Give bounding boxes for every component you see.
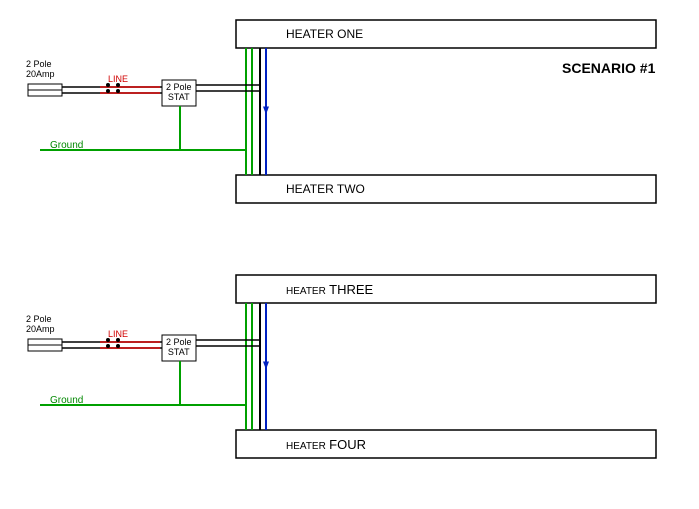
ground-label-2: Ground bbox=[50, 395, 83, 406]
heater-one-label: HEATER ONE bbox=[286, 27, 363, 41]
stat-label-1: 2 PoleSTAT bbox=[166, 83, 192, 103]
line-label-1: LINE bbox=[108, 74, 128, 84]
heater-two-label: HEATER TWO bbox=[286, 182, 365, 196]
line-label-2: LINE bbox=[108, 329, 128, 339]
ground-label-1: Ground bbox=[50, 140, 83, 151]
breaker-label-2: 2 Pole20Amp bbox=[26, 315, 55, 335]
heater-four-label: HEATER FOUR bbox=[286, 437, 366, 452]
scenario-label: SCENARIO #1 bbox=[562, 60, 655, 76]
stat-label-2: 2 PoleSTAT bbox=[166, 338, 192, 358]
heater-three-label: HEATER THREE bbox=[286, 282, 373, 297]
wiring-diagram bbox=[0, 0, 699, 509]
breaker-label-1: 2 Pole20Amp bbox=[26, 60, 55, 80]
